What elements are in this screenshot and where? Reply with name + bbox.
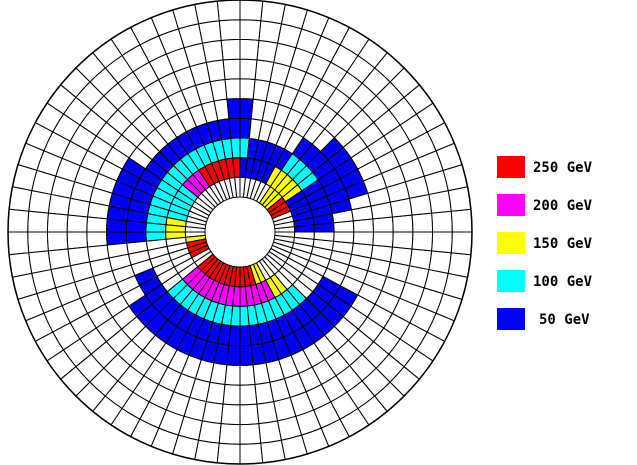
calorimeter-cell [218, 19, 241, 41]
calorimeter-cell [389, 246, 413, 267]
calorimeter-cell [224, 364, 241, 386]
calorimeter-cell [46, 212, 69, 233]
legend-swatch [497, 270, 525, 292]
calorimeter-cell [411, 212, 434, 233]
calorimeter-cell [239, 19, 262, 41]
calorimeter-cell [431, 231, 453, 254]
calorimeter-cell [220, 38, 241, 61]
calorimeter-cell [205, 381, 226, 405]
calorimeter-cell [239, 0, 264, 22]
legend-label: 200 GeV [533, 198, 593, 214]
calorimeter-cell [218, 423, 241, 445]
calorimeter-cell [222, 383, 241, 406]
calorimeter-cell [216, 442, 241, 465]
calorimeter-cell [239, 364, 256, 386]
calorimeter-cell [224, 78, 241, 100]
calorimeter-cell [27, 210, 49, 233]
calorimeter-cell [372, 231, 394, 248]
calorimeter-cell [7, 208, 30, 233]
energy-legend: 250 GeV 200 GeV 150 GeV 100 GeV 50 GeV [497, 156, 593, 330]
calorimeter-cell [230, 305, 241, 327]
calorimeter-cell [411, 231, 434, 252]
calorimeter-cell [239, 137, 250, 159]
calorimeter-cell [86, 216, 108, 233]
legend-swatch [497, 156, 525, 178]
calorimeter-cell [7, 231, 30, 256]
calorimeter-cell [352, 231, 375, 246]
legend-swatch [497, 232, 525, 254]
calorimeter-cell [220, 403, 241, 426]
calorimeter-cell [86, 231, 108, 248]
calorimeter-cell [239, 442, 264, 465]
calorimeter-cell [145, 222, 167, 233]
calorimeter-cell [46, 231, 69, 252]
calorimeter-cell [239, 97, 254, 120]
calorimeter-cell [391, 231, 414, 250]
calorimeter-cell [408, 248, 433, 271]
calorimeter-cell [197, 420, 222, 444]
calorimeter-cell [372, 216, 394, 233]
legend-label: 100 GeV [533, 274, 593, 290]
calorimeter-cell [66, 231, 89, 250]
legend-label: 250 GeV [533, 160, 593, 176]
calorimeter-cell [27, 231, 49, 254]
calorimeter-cell [239, 403, 260, 426]
calorimeter-cell [239, 38, 260, 61]
calorimeter-cell [239, 58, 258, 81]
calorimeter-cell [256, 39, 279, 64]
calorimeter-cell [431, 210, 453, 233]
calorimeter-cell [258, 20, 283, 44]
legend-swatch [497, 194, 525, 216]
calorimeter-cell [47, 193, 72, 216]
calorimeter-cell [228, 325, 241, 347]
wheel-outer-edge [7, 0, 473, 465]
cell-grid [7, 0, 473, 465]
calorimeter-cell [67, 197, 91, 218]
calorimeter-cell [105, 218, 128, 233]
calorimeter-cell [28, 189, 52, 214]
calorimeter-cell [226, 344, 241, 367]
calorimeter-cell [125, 220, 147, 233]
legend-label: 50 GeV [539, 312, 590, 328]
calorimeter-cell [216, 0, 241, 22]
calorimeter-cell [450, 231, 473, 256]
calorimeter-cell [391, 214, 414, 233]
calorimeter-cell [313, 231, 335, 242]
legend-swatch [497, 308, 525, 330]
calorimeter-cell [428, 250, 452, 275]
calorimeter-cell [239, 423, 262, 445]
calorimeter-cell [66, 214, 89, 233]
calorimeter-cell [450, 208, 473, 233]
calorimeter-cell [222, 58, 241, 81]
calorimeter-cell [239, 383, 258, 406]
legend-label: 150 GeV [533, 236, 593, 252]
calorimeter-cell [254, 59, 275, 83]
calorimeter-cell [239, 78, 256, 100]
calorimeter-cell [239, 117, 252, 139]
calorimeter-cell [333, 231, 355, 244]
calorimeter-cell [201, 400, 224, 425]
